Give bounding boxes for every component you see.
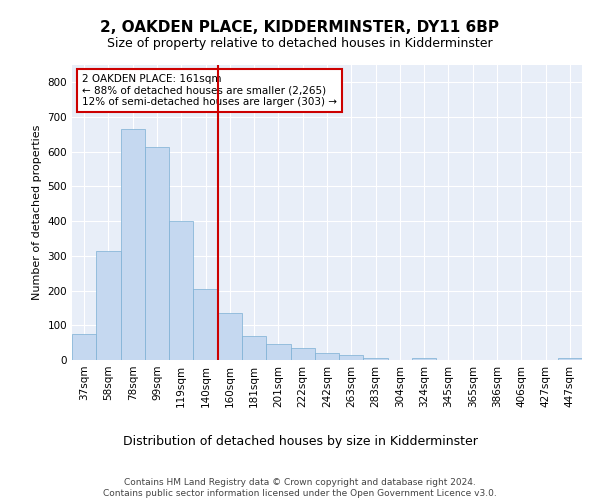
Bar [218,313,242,360]
Y-axis label: Number of detached properties: Number of detached properties [32,125,42,300]
Bar [96,250,121,360]
Bar [145,146,169,360]
Bar [364,358,388,360]
Text: Contains HM Land Registry data © Crown copyright and database right 2024.
Contai: Contains HM Land Registry data © Crown c… [103,478,497,498]
Text: 2 OAKDEN PLACE: 161sqm
← 88% of detached houses are smaller (2,265)
12% of semi-: 2 OAKDEN PLACE: 161sqm ← 88% of detached… [82,74,337,107]
Bar [339,356,364,360]
Bar [121,129,145,360]
Bar [169,221,193,360]
Bar [315,353,339,360]
Text: 2, OAKDEN PLACE, KIDDERMINSTER, DY11 6BP: 2, OAKDEN PLACE, KIDDERMINSTER, DY11 6BP [101,20,499,35]
Text: Size of property relative to detached houses in Kidderminster: Size of property relative to detached ho… [107,38,493,51]
Text: Distribution of detached houses by size in Kidderminster: Distribution of detached houses by size … [122,435,478,448]
Bar [412,358,436,360]
Bar [290,348,315,360]
Bar [193,289,218,360]
Bar [72,334,96,360]
Bar [266,344,290,360]
Bar [242,336,266,360]
Bar [558,358,582,360]
